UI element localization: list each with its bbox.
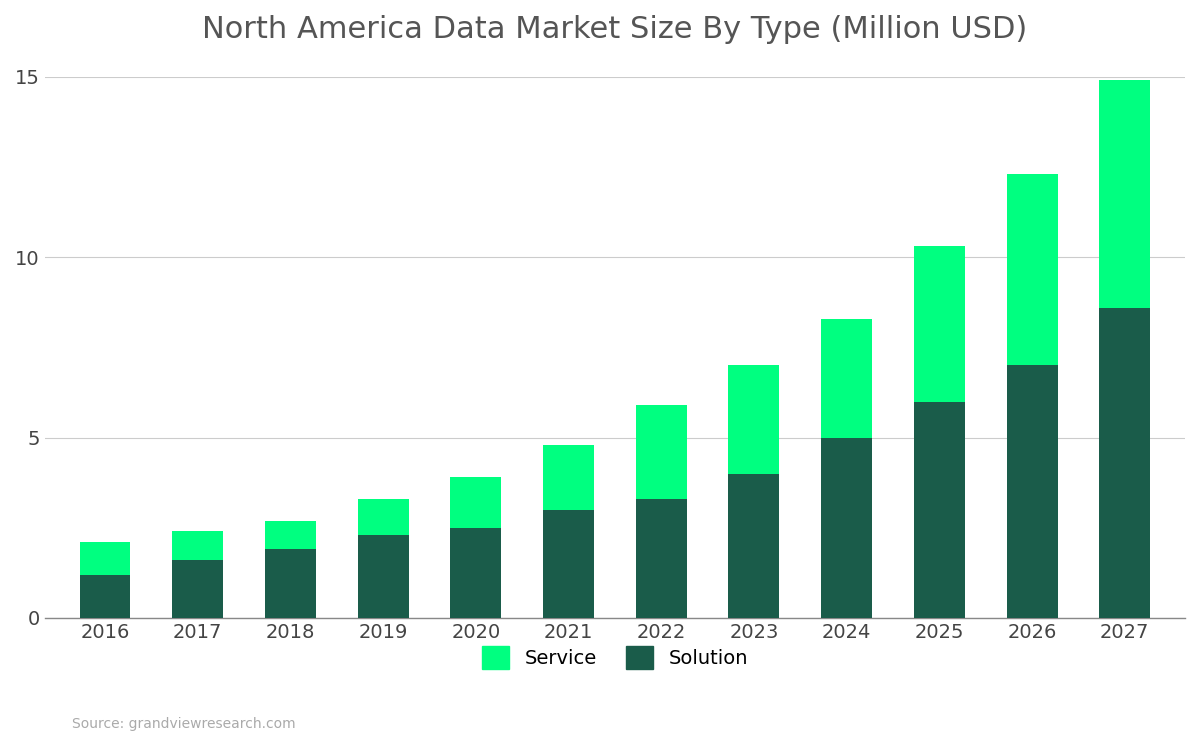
Bar — [450, 477, 502, 528]
Bar — [728, 473, 780, 618]
Bar — [173, 560, 223, 618]
Bar — [636, 499, 686, 618]
Bar — [728, 366, 780, 473]
Bar — [914, 401, 965, 618]
Text: Source: grandviewresearch.com: Source: grandviewresearch.com — [72, 717, 295, 731]
Bar — [79, 574, 131, 618]
Bar — [1099, 80, 1151, 308]
Bar — [1099, 308, 1151, 618]
Title: North America Data Market Size By Type (Million USD): North America Data Market Size By Type (… — [203, 15, 1027, 44]
Bar — [79, 542, 131, 574]
Bar — [358, 535, 409, 618]
Bar — [1007, 174, 1057, 366]
Bar — [821, 438, 872, 618]
Bar — [173, 531, 223, 560]
Bar — [265, 549, 316, 618]
Bar — [1007, 366, 1057, 618]
Bar — [914, 246, 965, 401]
Bar — [636, 405, 686, 499]
Bar — [544, 510, 594, 618]
Bar — [450, 528, 502, 618]
Bar — [544, 444, 594, 510]
Bar — [265, 521, 316, 549]
Bar — [358, 499, 409, 535]
Bar — [821, 318, 872, 438]
Legend: Service, Solution: Service, Solution — [472, 637, 758, 678]
